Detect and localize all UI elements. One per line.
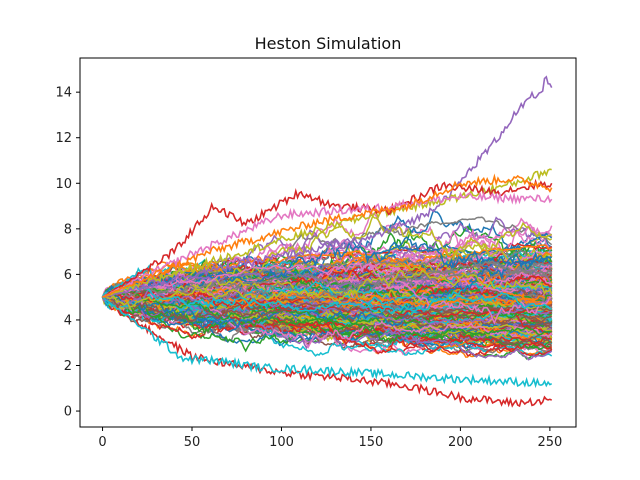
simulation-path <box>102 261 553 325</box>
x-tick-label: 0 <box>98 435 106 450</box>
y-tick-label: 10 <box>55 177 72 192</box>
y-tick-label: 12 <box>55 131 72 146</box>
highlighted-simulation-path <box>102 191 553 298</box>
simulation-path <box>101 289 553 308</box>
highlighted-simulation-path <box>102 296 553 389</box>
y-tick-label: 2 <box>64 359 72 374</box>
plot-area <box>101 75 553 408</box>
highlighted-simulation-path <box>102 168 552 298</box>
highlighted-simulation-path <box>102 75 553 298</box>
x-tick-label: 250 <box>537 435 562 450</box>
y-tick-label: 6 <box>64 268 72 283</box>
y-tick-label: 4 <box>64 313 72 328</box>
y-tick-label: 14 <box>55 86 72 101</box>
simulation-path <box>102 275 552 306</box>
x-tick-label: 200 <box>448 435 473 450</box>
y-tick-label: 8 <box>64 222 72 237</box>
x-tick-label: 50 <box>184 435 201 450</box>
highlighted-simulation-path <box>102 296 553 408</box>
highlighted-simulation-path <box>102 178 553 298</box>
simulation-path <box>101 289 552 325</box>
y-tick-label: 0 <box>64 405 72 420</box>
simulation-path <box>101 289 552 345</box>
highlighted-simulation-path <box>102 173 553 298</box>
simulation-path <box>102 289 552 318</box>
chart-title: Heston Simulation <box>255 34 402 53</box>
axes: 0 50 100 150 200 250 0 2 4 6 8 10 12 14 <box>55 57 577 450</box>
simulation-path <box>101 269 553 308</box>
simulation-path <box>101 283 552 313</box>
x-tick-label: 100 <box>269 435 294 450</box>
simulation-path <box>102 295 552 323</box>
x-tick-label: 150 <box>359 435 384 450</box>
axes-frame <box>79 57 577 428</box>
